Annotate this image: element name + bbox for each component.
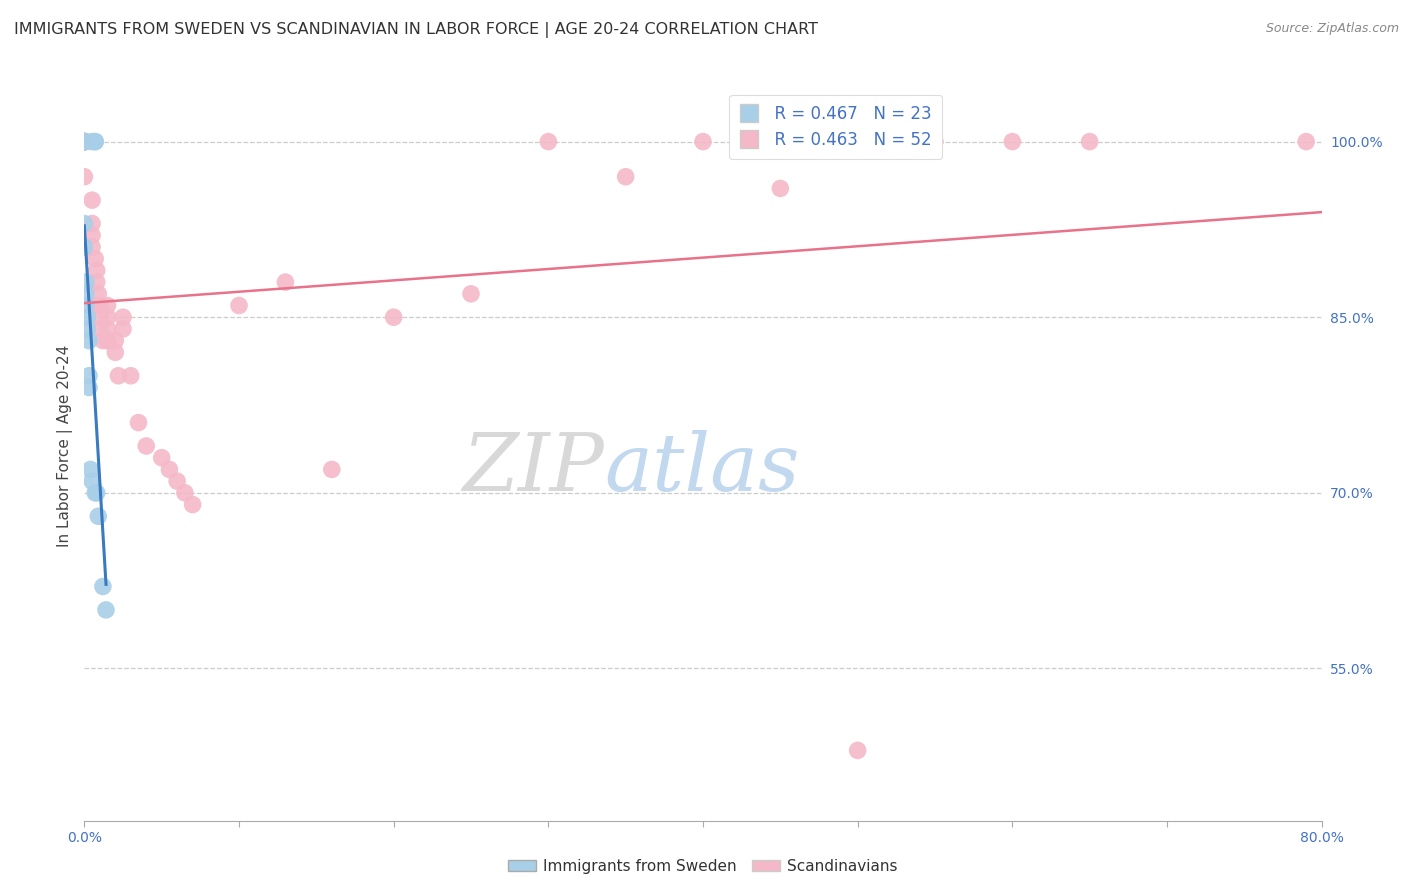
Point — [77, 334, 100, 348]
Point — [112, 310, 135, 325]
Point — [73, 135, 96, 149]
Point — [84, 135, 107, 149]
Point — [75, 286, 97, 301]
Point — [228, 299, 250, 313]
Point — [79, 462, 101, 476]
Point — [84, 252, 107, 266]
Y-axis label: In Labor Force | Age 20-24: In Labor Force | Age 20-24 — [58, 345, 73, 547]
Legend: Immigrants from Sweden, Scandinavians: Immigrants from Sweden, Scandinavians — [502, 853, 904, 880]
Point — [135, 439, 157, 453]
Point — [104, 334, 127, 348]
Point — [107, 368, 129, 383]
Point — [82, 217, 104, 231]
Point — [73, 135, 96, 149]
Point — [75, 275, 97, 289]
Point — [84, 486, 107, 500]
Point — [77, 368, 100, 383]
Point — [1001, 135, 1024, 149]
Point — [73, 240, 96, 254]
Point — [274, 275, 297, 289]
Point — [73, 135, 96, 149]
Point — [86, 263, 108, 277]
Point — [82, 135, 104, 149]
Point — [73, 217, 96, 231]
Point — [86, 486, 108, 500]
Point — [76, 310, 98, 325]
Point — [692, 135, 714, 149]
Point — [166, 474, 188, 488]
Point — [73, 135, 96, 149]
Point — [120, 368, 142, 383]
Point — [82, 474, 104, 488]
Point — [1078, 135, 1101, 149]
Point — [82, 193, 104, 207]
Point — [112, 322, 135, 336]
Point — [614, 169, 637, 184]
Point — [769, 181, 792, 195]
Point — [84, 135, 107, 149]
Point — [73, 135, 96, 149]
Point — [89, 310, 111, 325]
Point — [181, 498, 204, 512]
Point — [87, 286, 110, 301]
Point — [96, 310, 118, 325]
Point — [94, 603, 117, 617]
Point — [150, 450, 173, 465]
Point — [77, 380, 100, 394]
Point — [87, 299, 110, 313]
Point — [96, 334, 118, 348]
Point — [96, 322, 118, 336]
Point — [73, 135, 96, 149]
Text: atlas: atlas — [605, 430, 800, 508]
Point — [91, 334, 114, 348]
Point — [96, 299, 118, 313]
Point — [73, 135, 96, 149]
Point — [87, 509, 110, 524]
Point — [174, 486, 197, 500]
Point — [73, 169, 96, 184]
Point — [82, 240, 104, 254]
Point — [1295, 135, 1317, 149]
Point — [86, 275, 108, 289]
Point — [460, 286, 482, 301]
Text: IMMIGRANTS FROM SWEDEN VS SCANDINAVIAN IN LABOR FORCE | AGE 20-24 CORRELATION CH: IMMIGRANTS FROM SWEDEN VS SCANDINAVIAN I… — [14, 22, 818, 38]
Point — [846, 743, 869, 757]
Point — [75, 299, 97, 313]
Point — [73, 135, 96, 149]
Text: Source: ZipAtlas.com: Source: ZipAtlas.com — [1265, 22, 1399, 36]
Point — [76, 322, 98, 336]
Point — [82, 228, 104, 243]
Text: ZIP: ZIP — [463, 430, 605, 508]
Point — [104, 345, 127, 359]
Point — [73, 135, 96, 149]
Legend:   R = 0.467   N = 23,   R = 0.463   N = 52: R = 0.467 N = 23, R = 0.463 N = 52 — [730, 95, 942, 159]
Point — [159, 462, 180, 476]
Point — [89, 299, 111, 313]
Point — [89, 322, 111, 336]
Point — [382, 310, 405, 325]
Point — [73, 135, 96, 149]
Point — [91, 580, 114, 594]
Point — [321, 462, 343, 476]
Point — [537, 135, 560, 149]
Point — [924, 135, 946, 149]
Point — [127, 416, 149, 430]
